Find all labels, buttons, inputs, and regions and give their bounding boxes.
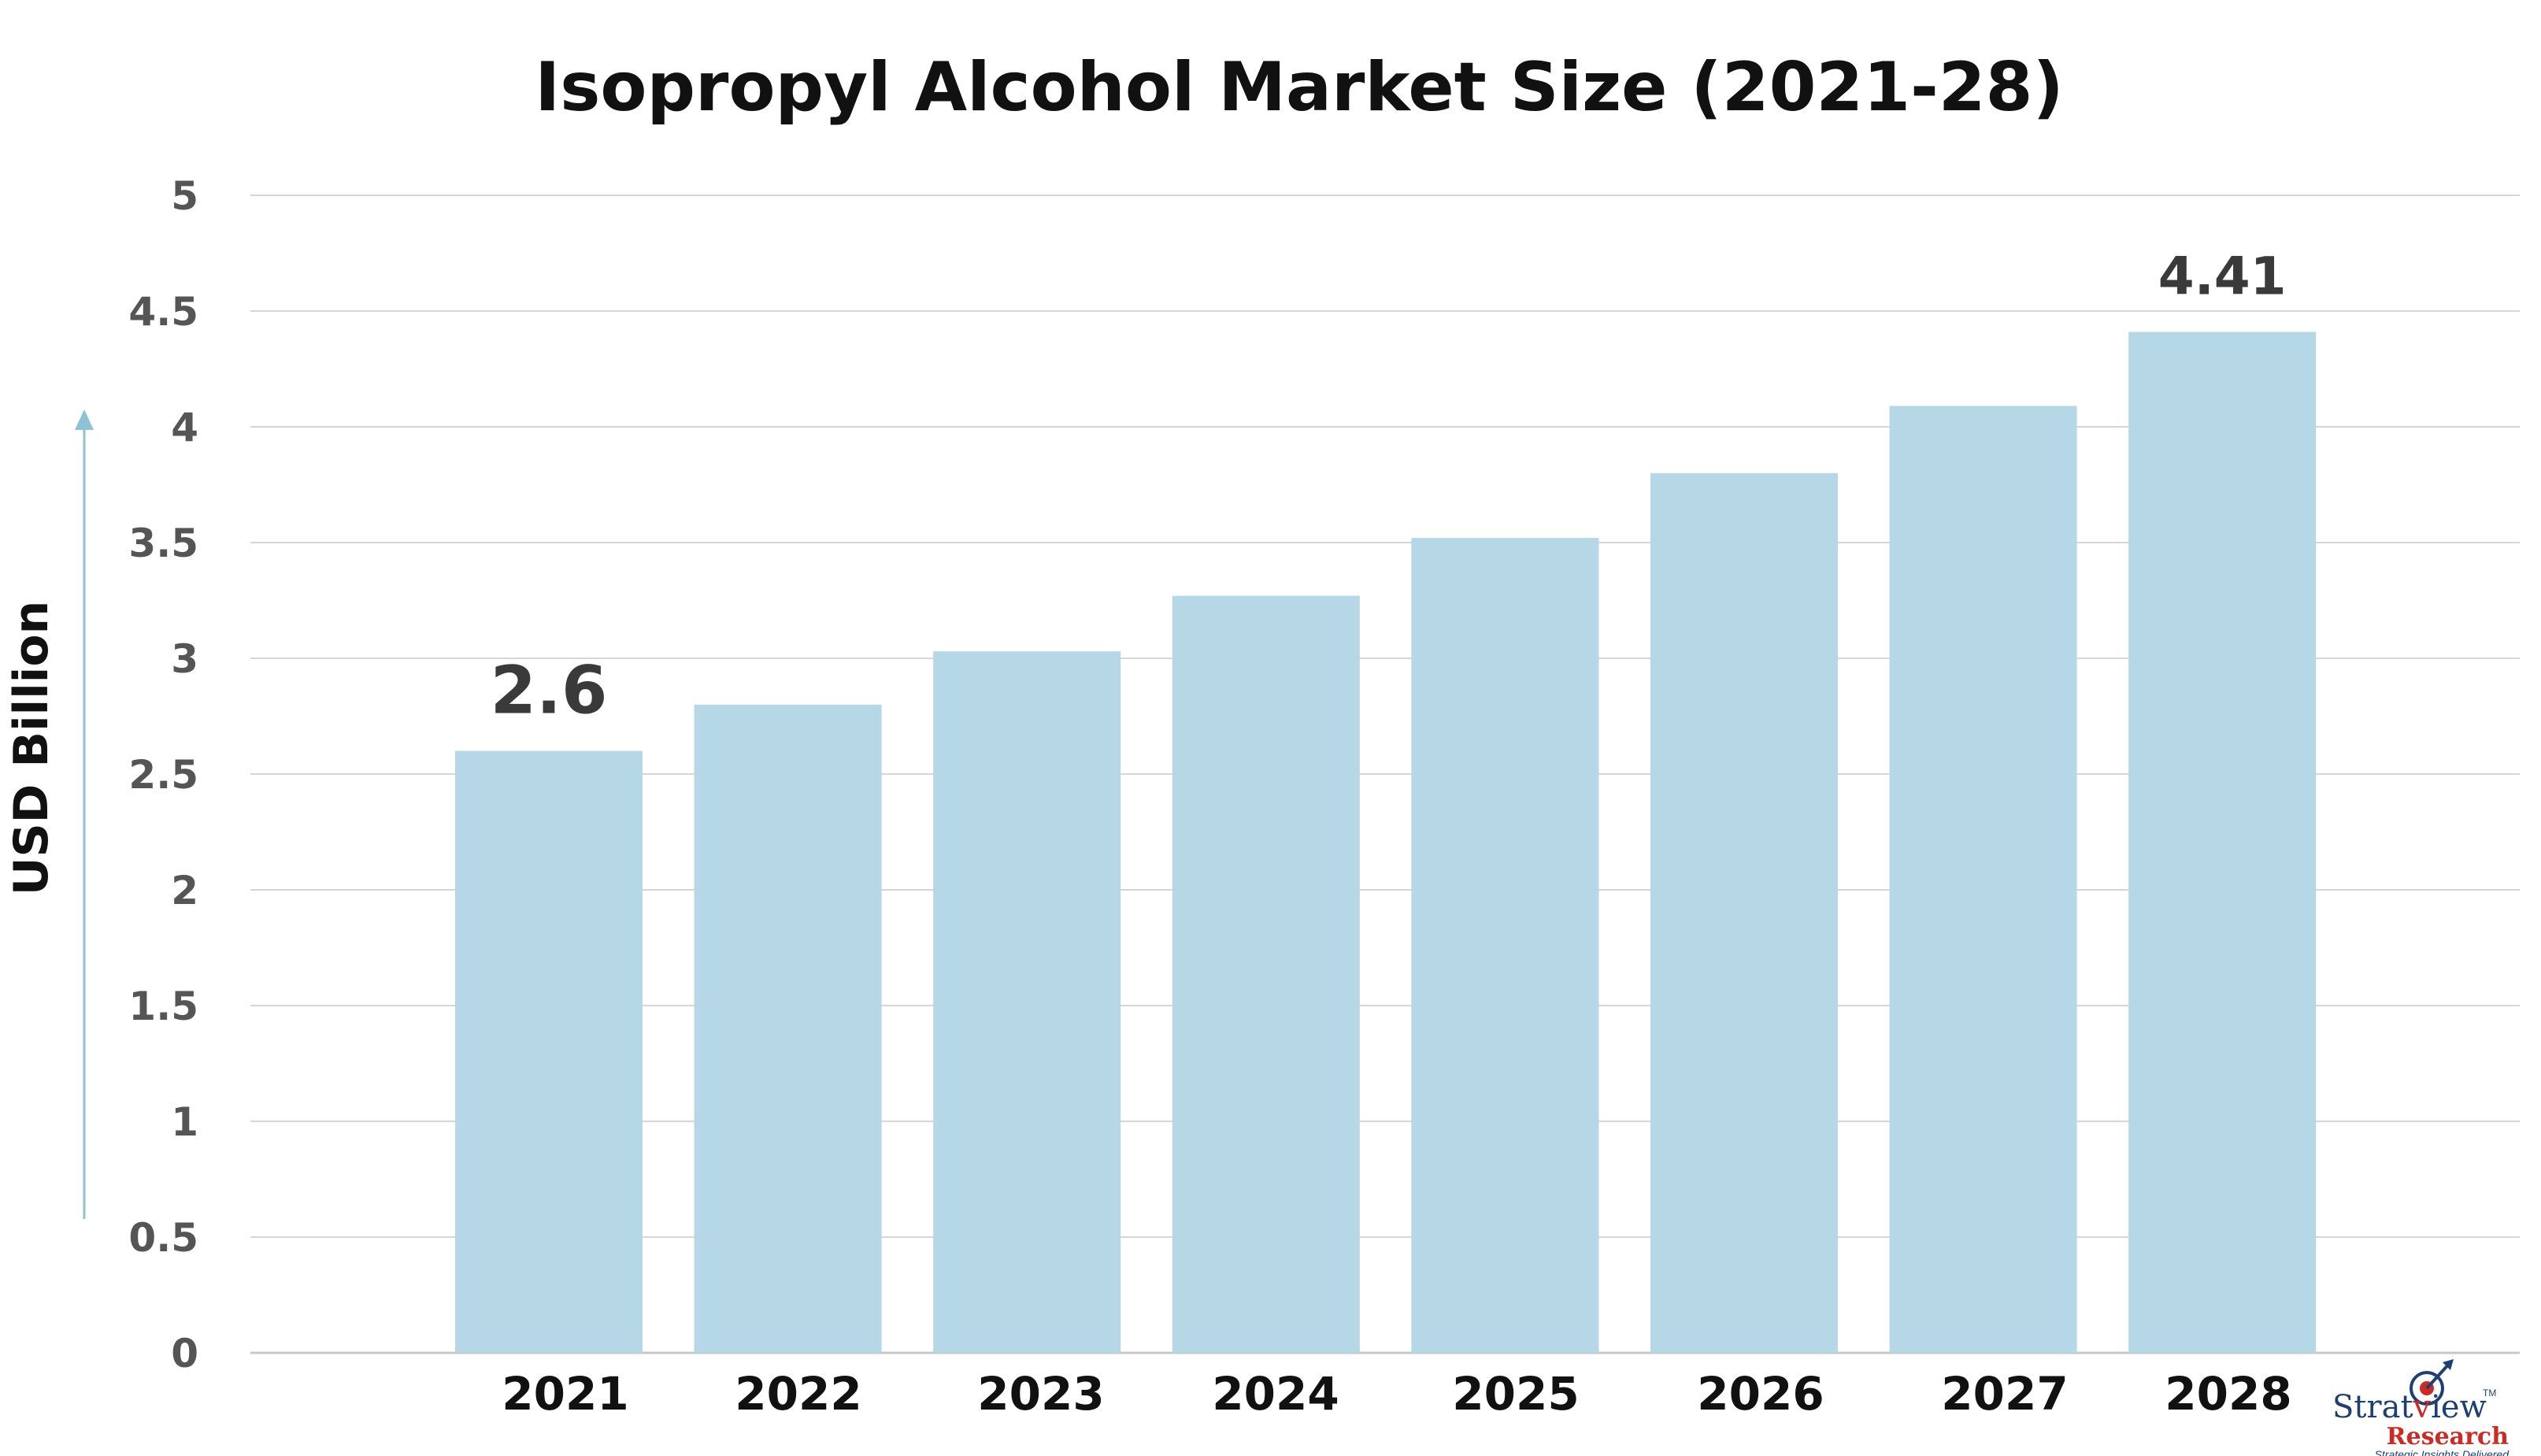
- y-tick-label: 3.5: [128, 521, 198, 566]
- y-tick-label: 0: [171, 1331, 198, 1376]
- y-tick-label: 1: [171, 1099, 198, 1145]
- bar: [1172, 595, 1360, 1353]
- bar: [455, 750, 643, 1353]
- data-labels: 2.6 4.41: [491, 246, 2287, 728]
- x-axis-tick-labels: 2021 2022 2023 2024 2025 2026 2027 2028: [502, 1367, 2291, 1421]
- data-label: 4.41: [2158, 246, 2287, 306]
- y-tick-label: 3: [171, 636, 198, 682]
- x-tick-label: 2022: [735, 1367, 861, 1421]
- data-label: 2.6: [491, 652, 608, 729]
- y-tick-label: 1.5: [128, 984, 198, 1029]
- logo-research: Research: [2387, 1423, 2510, 1450]
- bar: [933, 651, 1121, 1353]
- chart-title: Isopropyl Alcohol Market Size (2021-28): [535, 48, 2064, 127]
- x-tick-label: 2021: [502, 1367, 628, 1421]
- x-tick-label: 2028: [2165, 1367, 2291, 1421]
- y-tick-label: 0.5: [128, 1215, 198, 1261]
- bar: [1411, 538, 1599, 1353]
- logo-target-icon: [2410, 1359, 2454, 1406]
- x-tick-label: 2026: [1697, 1367, 1824, 1421]
- bar: [1889, 406, 2077, 1353]
- bar: [1650, 472, 1838, 1353]
- logo-tagline: Strategic Insights Delivered: [2375, 1448, 2510, 1456]
- logo-name-v: v: [2413, 1389, 2432, 1425]
- bar: [694, 704, 882, 1353]
- stratview-logo: Stratview TM Research Strategic Insights…: [2332, 1359, 2510, 1456]
- logo-name-part2: iew: [2431, 1389, 2487, 1425]
- y-axis-tick-labels: 0 0.5 1 1.5 2 2.5 3 3.5 4 4.5 5: [128, 173, 198, 1376]
- y-tick-label: 2.5: [128, 752, 198, 798]
- y-tick-label: 5: [171, 173, 198, 219]
- y-axis-title: USD Billion: [4, 601, 59, 896]
- x-tick-label: 2025: [1452, 1367, 1579, 1421]
- y-tick-label: 4: [171, 405, 198, 450]
- bars: [455, 332, 2317, 1354]
- logo-name: Stratview: [2332, 1389, 2487, 1425]
- y-tick-label: 2: [171, 868, 198, 913]
- x-tick-label: 2027: [1941, 1367, 2068, 1421]
- y-axis-arrow-head: [75, 409, 94, 430]
- x-tick-label: 2023: [977, 1367, 1104, 1421]
- logo-name-part1: Strat: [2332, 1389, 2413, 1425]
- y-tick-label: 4.5: [128, 289, 198, 335]
- logo-trademark: TM: [2483, 1387, 2496, 1399]
- bar: [2128, 332, 2317, 1354]
- x-tick-label: 2024: [1212, 1367, 1339, 1421]
